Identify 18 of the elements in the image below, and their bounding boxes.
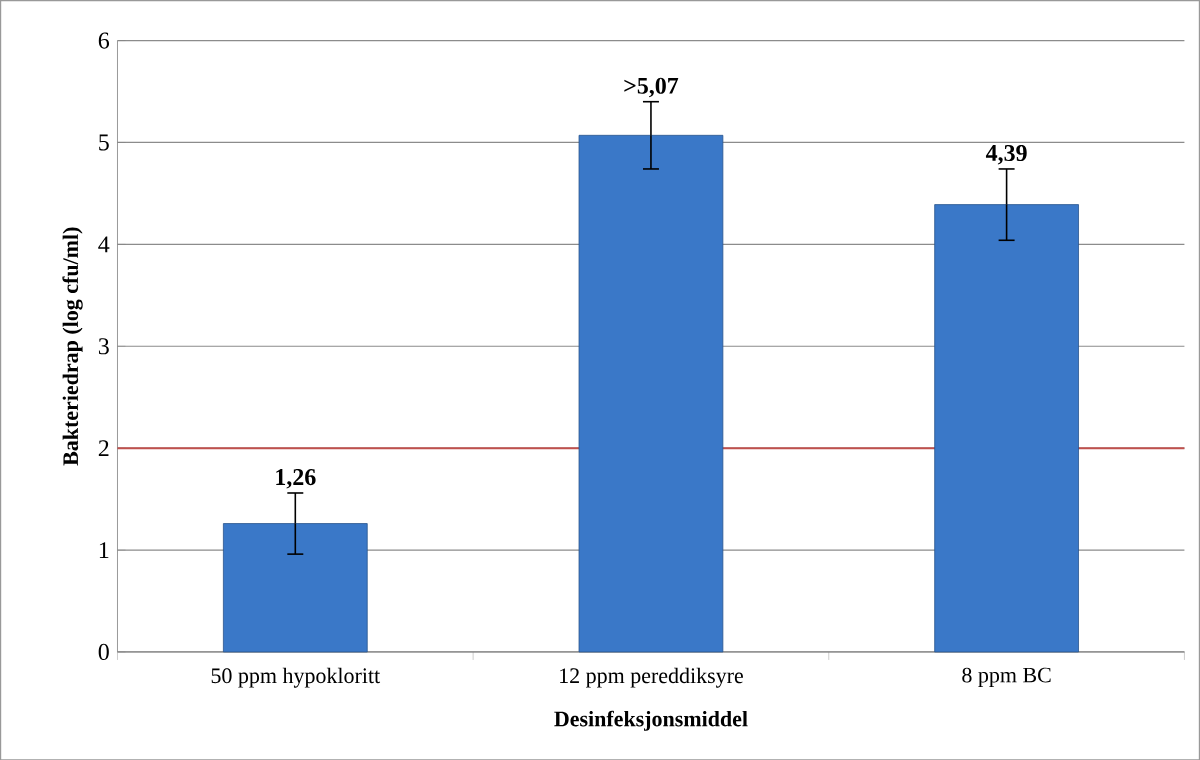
y-tick-label: 2 <box>98 439 109 456</box>
data-label: 4,39 <box>985 144 1027 165</box>
x-tick-label: 12 ppm pereddiksyre <box>560 667 743 688</box>
bar <box>222 522 368 653</box>
data-label: 1,26 <box>276 468 316 489</box>
y-tick-label: 5 <box>99 134 109 151</box>
x-axis-title: Desinfeksjonsmiddel <box>554 710 748 731</box>
data-label: >5,07 <box>624 77 679 98</box>
y-axis-title: Bakteriedrap (log cfu/ml) <box>62 227 83 466</box>
y-tick-label: 1 <box>99 541 109 558</box>
bar <box>578 134 724 653</box>
y-tick-label: 6 <box>98 32 110 49</box>
y-tick-label: 3 <box>98 337 109 355</box>
y-tick-label: 0 <box>98 643 109 660</box>
bar <box>934 204 1079 653</box>
x-tick-label: 50 ppm hypokloritt <box>211 667 381 688</box>
x-tick-label: 8 ppm BC <box>962 667 1051 687</box>
y-tick-label: 4 <box>98 236 110 253</box>
